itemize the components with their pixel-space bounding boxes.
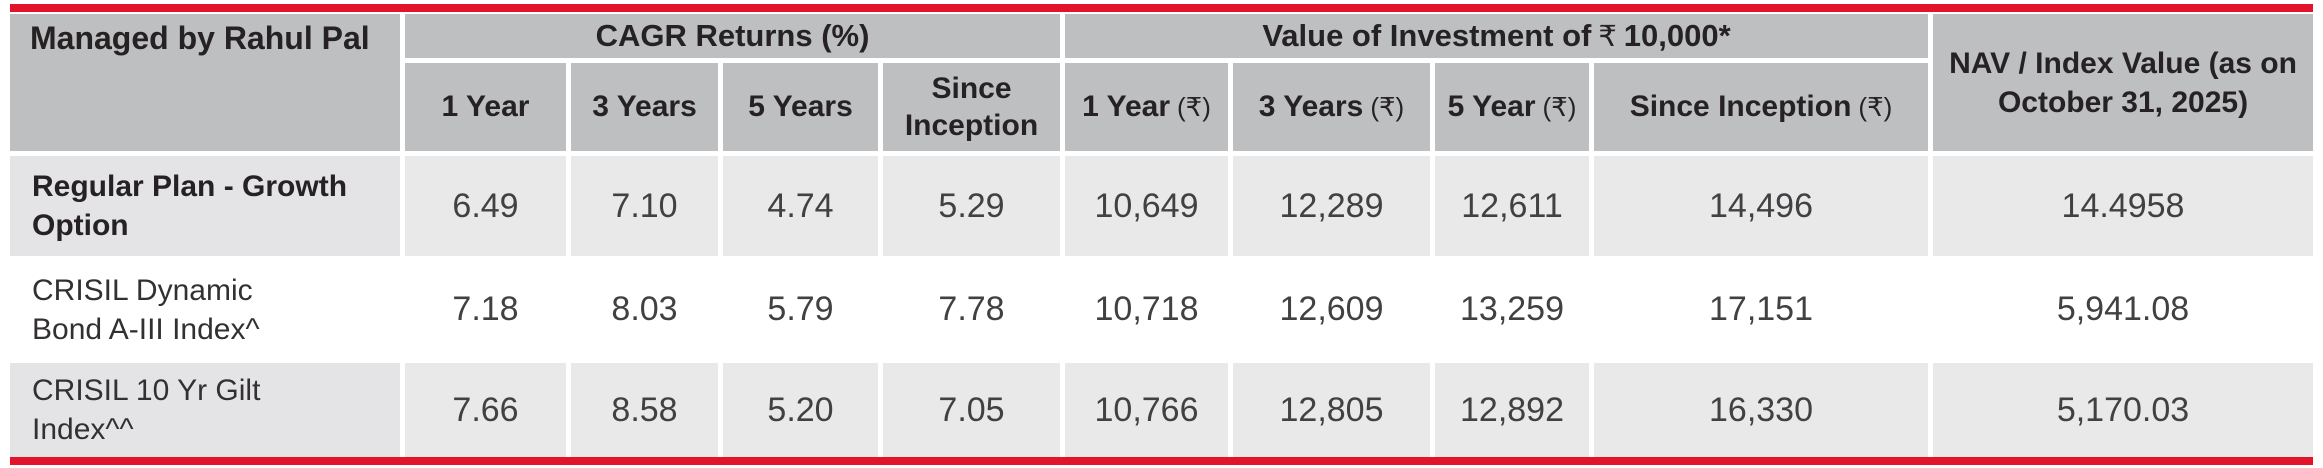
bottom-accent-bar: [10, 457, 2313, 465]
column-header-label: 1 Year: [1082, 90, 1171, 124]
table-cell: 12,805: [1233, 363, 1430, 457]
table-cell: 12,609: [1233, 261, 1430, 358]
column-header-label: 3 Years: [1258, 90, 1364, 124]
column-header-3-years-rupees: 3 Years (₹): [1233, 63, 1430, 151]
column-header-label: 5 Year: [1447, 90, 1536, 124]
table-cell: 5.29: [883, 156, 1060, 256]
value-group-text: Value of Investment of: [1262, 18, 1592, 53]
table-cell: 7.05: [883, 363, 1060, 457]
table-cell: 14.4958: [1933, 156, 2313, 256]
column-header-5-years: 5 Years: [723, 63, 878, 151]
column-header-1-year: 1 Year: [405, 63, 566, 151]
table-cell: 7.78: [883, 261, 1060, 358]
table-cell: 8.03: [571, 261, 718, 358]
table-cell: 5.20: [723, 363, 878, 457]
column-header-label: Since Inception: [1629, 90, 1852, 124]
column-header-label: Since Inception: [904, 71, 1039, 143]
column-header-3-years: 3 Years: [571, 63, 718, 151]
table-cell: 4.74: [723, 156, 878, 256]
table-cell: 12,611: [1435, 156, 1589, 256]
table-cell: 12,289: [1233, 156, 1430, 256]
table-cell: 10,718: [1065, 261, 1228, 358]
row-label-crisil-dynamic-bond-index: CRISIL Dynamic Bond A-III Index^: [10, 261, 400, 358]
table-cell: 10,766: [1065, 363, 1228, 457]
top-accent-bar: [10, 4, 2313, 12]
table-cell: 7.18: [405, 261, 566, 358]
column-header-since-inception-rupees: Since Inception (₹): [1594, 63, 1928, 151]
table-cell: 8.58: [571, 363, 718, 457]
table-cell: 13,259: [1435, 261, 1589, 358]
column-header-suffix: (₹): [1370, 91, 1405, 122]
column-header-label: 1 Year: [441, 90, 530, 124]
column-header-1-year-rupees: 1 Year (₹): [1065, 63, 1228, 151]
table-cell: 5,941.08: [1933, 261, 2313, 358]
rupee-symbol: ₹: [1598, 20, 1617, 53]
table-cell: 16,330: [1594, 363, 1928, 457]
column-header-suffix: (₹): [1858, 91, 1893, 122]
row-label-crisil-10yr-gilt-index: CRISIL 10 Yr Gilt Index^^: [10, 363, 400, 457]
table-cell: 17,151: [1594, 261, 1928, 358]
table-cell: 7.10: [571, 156, 718, 256]
column-header-suffix: (₹): [1177, 91, 1211, 122]
performance-table: Managed by Rahul Pal CAGR Returns (%) Va…: [10, 14, 2313, 457]
column-group-cagr-returns: CAGR Returns (%): [405, 14, 1060, 58]
table-cell: 14,496: [1594, 156, 1928, 256]
value-group-amount: 10,000*: [1623, 18, 1731, 53]
column-header-label: 3 Years: [592, 90, 697, 124]
column-group-value-of-investment: Value of Investment of ₹ 10,000*: [1065, 14, 1928, 58]
column-header-suffix: (₹): [1542, 91, 1577, 122]
table-cell: 10,649: [1065, 156, 1228, 256]
column-header-since-inception: Since Inception: [883, 63, 1060, 151]
table-cell: 6.49: [405, 156, 566, 256]
managed-by-header: Managed by Rahul Pal: [10, 14, 400, 151]
table-cell: 5,170.03: [1933, 363, 2313, 457]
table-cell: 7.66: [405, 363, 566, 457]
column-header-label: 5 Years: [748, 90, 853, 124]
column-header-nav-index-value: NAV / Index Value (as on October 31, 202…: [1933, 14, 2313, 151]
column-header-5-year-rupees: 5 Year (₹): [1435, 63, 1589, 151]
table-cell: 12,892: [1435, 363, 1589, 457]
row-label-regular-plan-growth-option: Regular Plan - Growth Option: [10, 156, 400, 256]
table-cell: 5.79: [723, 261, 878, 358]
